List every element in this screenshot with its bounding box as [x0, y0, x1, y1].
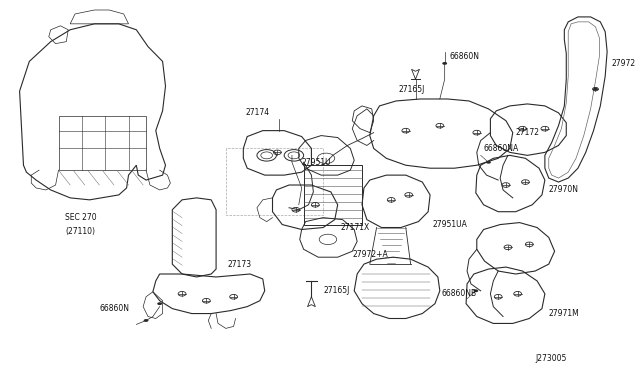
Text: (27110): (27110)	[65, 227, 95, 236]
Circle shape	[474, 289, 478, 292]
Text: 27173: 27173	[228, 260, 252, 269]
Circle shape	[486, 161, 491, 164]
Text: 27971M: 27971M	[548, 309, 579, 318]
Text: 66860NB: 66860NB	[442, 289, 477, 298]
Text: J273005: J273005	[535, 353, 566, 363]
Text: 27951UA: 27951UA	[432, 220, 467, 229]
Text: 27972+A: 27972+A	[352, 250, 388, 259]
Text: 27951U: 27951U	[301, 158, 332, 167]
Text: 27165J: 27165J	[399, 84, 426, 94]
Text: 27972: 27972	[611, 59, 635, 68]
Text: 27171X: 27171X	[340, 223, 370, 232]
Text: 66860N: 66860N	[99, 304, 129, 313]
Text: 66860NA: 66860NA	[484, 144, 519, 153]
Circle shape	[442, 62, 447, 65]
Circle shape	[143, 319, 148, 322]
Circle shape	[157, 302, 162, 305]
Text: SEC 270: SEC 270	[65, 213, 97, 222]
Text: 27970N: 27970N	[548, 186, 579, 195]
Text: 27174: 27174	[245, 108, 269, 117]
Circle shape	[593, 88, 598, 90]
Text: 27172: 27172	[516, 128, 540, 137]
Text: 27165J: 27165J	[323, 286, 349, 295]
Text: 66860N: 66860N	[449, 52, 479, 61]
